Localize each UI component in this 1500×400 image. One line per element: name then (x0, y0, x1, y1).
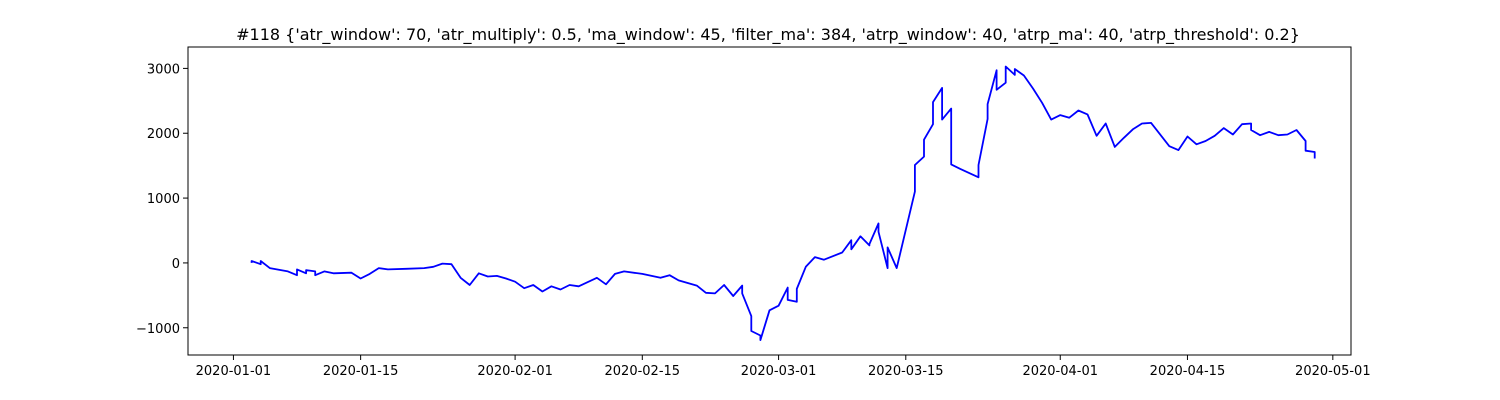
x-tick-label: 2020-02-01 (477, 364, 553, 379)
y-axis: −1000 0 1000 2000 3000 (136, 62, 188, 337)
plot-area-frame (187, 46, 1352, 356)
y-tick-label: 2000 (147, 127, 180, 142)
x-axis: 2020-01-01 2020-01-15 2020-02-01 2020-02-15… (196, 355, 1371, 379)
series-line-0 (250, 65, 1316, 341)
x-tick-label: 2020-01-01 (196, 364, 272, 379)
plot-lines (250, 65, 1316, 341)
y-tick-label: −1000 (136, 322, 180, 337)
x-tick-label: 2020-04-15 (1150, 364, 1226, 379)
y-tick-label: 1000 (147, 192, 180, 207)
x-tick-label: 2020-01-15 (323, 364, 399, 379)
x-tick-label: 2020-05-01 (1295, 364, 1371, 379)
x-tick-label: 2020-03-01 (741, 364, 817, 379)
chart-title: #118 {'atr_window': 70, 'atr_multiply': … (236, 25, 1300, 45)
x-tick-label: 2020-03-15 (868, 364, 944, 379)
y-tick-label: 3000 (147, 62, 180, 77)
x-tick-label: 2020-04-01 (1022, 364, 1098, 379)
y-tick-label: 0 (172, 257, 180, 272)
x-tick-label: 2020-02-15 (605, 364, 681, 379)
